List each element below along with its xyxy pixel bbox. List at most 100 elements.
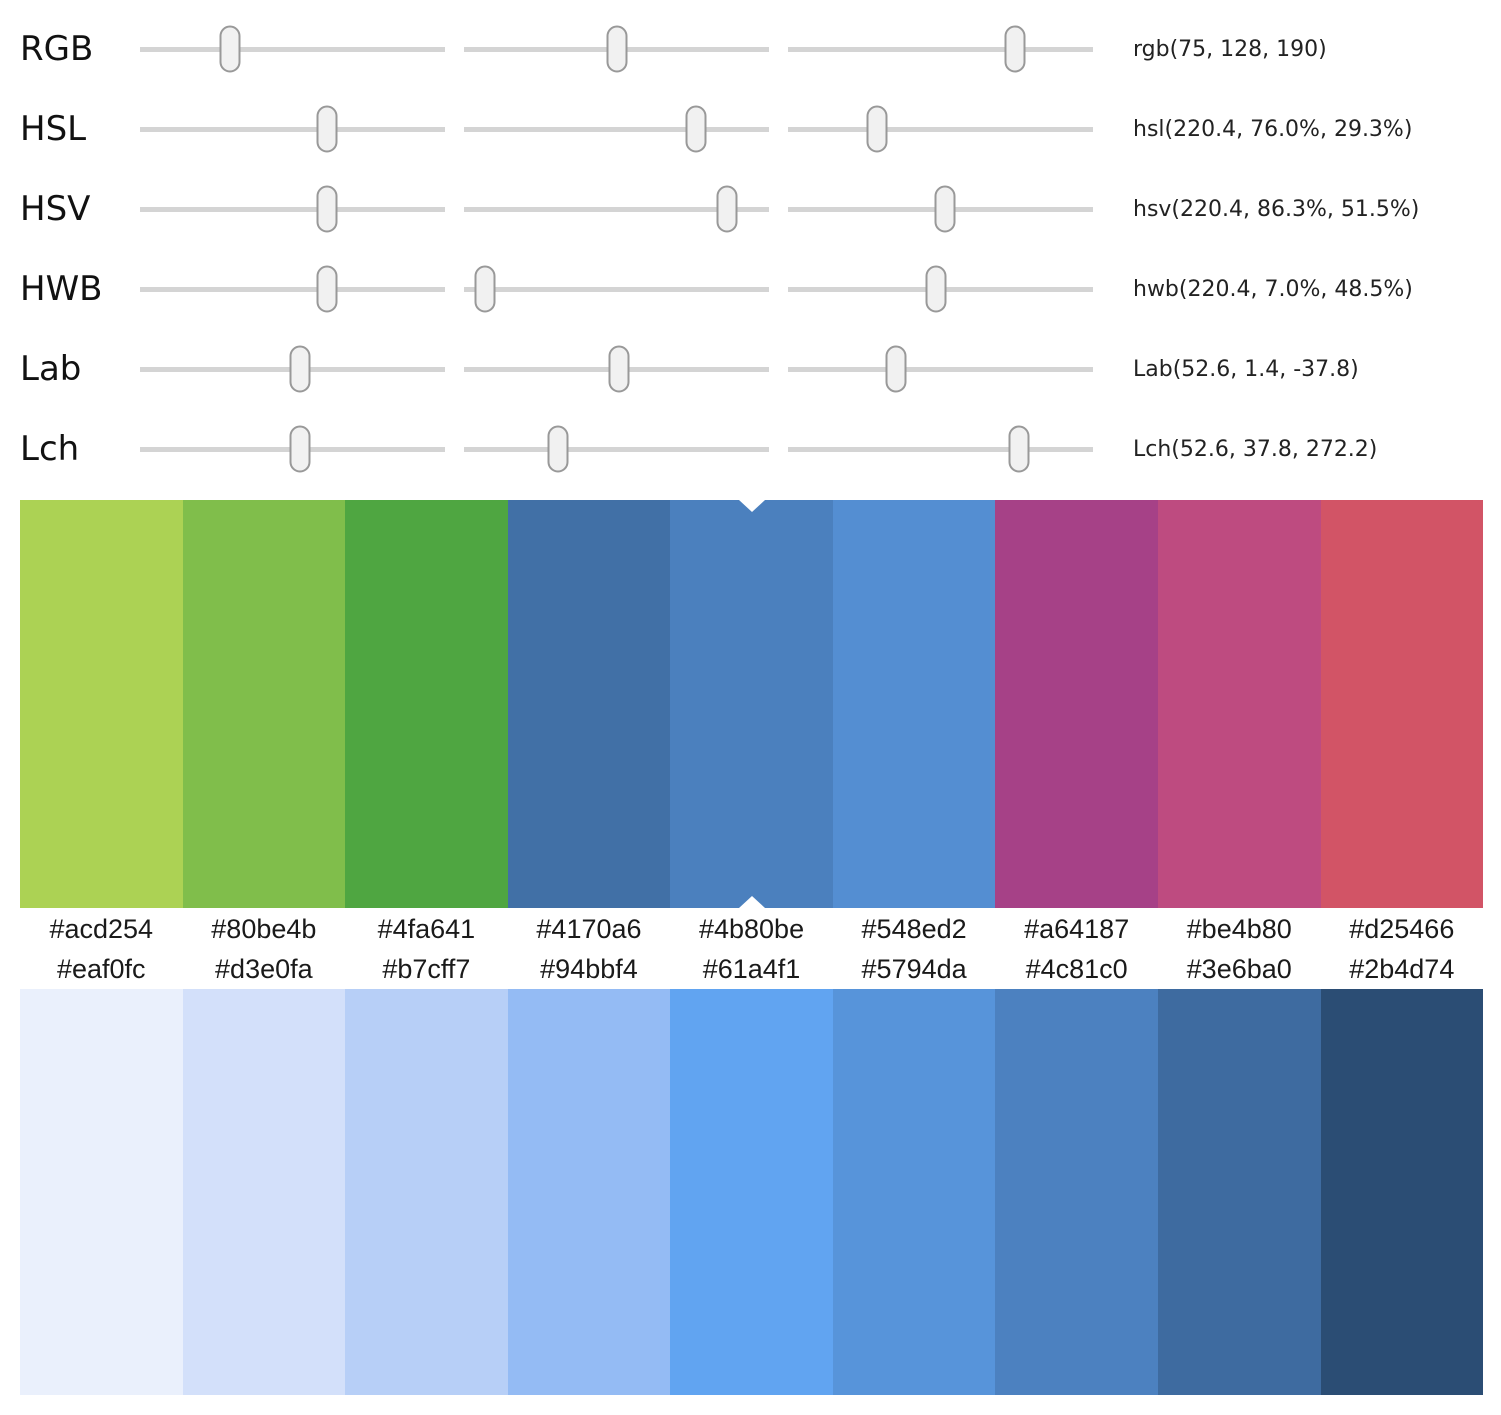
swatch-hex-label: #eaf0fc	[56, 954, 146, 984]
slider-hsl-channel-1	[140, 105, 445, 153]
slider-handle[interactable]	[219, 25, 241, 73]
slider-hsl-channel-2	[464, 105, 769, 153]
swatch-hex-label: #d25466	[1349, 913, 1455, 944]
hue-scale-palette	[20, 500, 1484, 908]
slider-lch-channel-1	[140, 425, 445, 473]
color-model-label: Lch	[20, 429, 80, 469]
slider-handle[interactable]	[606, 25, 628, 73]
color-value-readout: rgb(75, 128, 190)	[1133, 36, 1327, 62]
slider-track[interactable]	[464, 206, 769, 212]
color-model-label: HWB	[20, 269, 103, 309]
swatch-hex-label: #61a4f1	[702, 954, 801, 984]
color-value-readout: hsv(220.4, 86.3%, 51.5%)	[1133, 196, 1420, 222]
palette-swatch[interactable]	[182, 500, 346, 908]
slider-handle[interactable]	[289, 425, 311, 473]
color-model-label: HSV	[20, 189, 91, 229]
color-model-label: Lab	[20, 349, 82, 389]
swatch-hex-label: #548ed2	[861, 913, 967, 944]
slider-handle[interactable]	[1004, 25, 1026, 73]
palette-swatch[interactable]	[832, 500, 996, 908]
slider-hsl-channel-3	[788, 105, 1093, 153]
palette-swatch[interactable]	[1157, 989, 1321, 1395]
slider-hsv-channel-2	[464, 185, 769, 233]
slider-track[interactable]	[788, 366, 1093, 372]
slider-lch-channel-3	[788, 425, 1093, 473]
slider-track[interactable]	[140, 286, 445, 292]
slider-handle[interactable]	[547, 425, 569, 473]
swatch-hex-label: #4170a6	[536, 913, 642, 944]
swatch-hex-label: #b7cff7	[382, 954, 471, 984]
slider-handle[interactable]	[608, 345, 630, 393]
slider-lab-channel-3	[788, 345, 1093, 393]
color-model-label: HSL	[20, 109, 87, 149]
palette-swatch[interactable]	[182, 989, 346, 1395]
slider-track[interactable]	[140, 46, 445, 52]
slider-handle[interactable]	[1008, 425, 1030, 473]
slider-rgb-channel-1	[140, 25, 445, 73]
slider-track[interactable]	[464, 126, 769, 132]
slider-track[interactable]	[140, 206, 445, 212]
slider-lab-channel-2	[464, 345, 769, 393]
palette-swatch[interactable]	[507, 500, 671, 908]
slider-hwb-channel-2	[464, 265, 769, 313]
color-value-readout: hwb(220.4, 7.0%, 48.5%)	[1133, 276, 1413, 302]
slider-handle[interactable]	[934, 185, 956, 233]
swatch-hex-label: #3e6ba0	[1186, 954, 1292, 984]
slider-handle[interactable]	[316, 185, 338, 233]
selected-swatch-notch-bottom-icon	[738, 896, 765, 908]
color-model-label: RGB	[20, 29, 94, 69]
palette-swatch[interactable]	[670, 989, 833, 1395]
swatch-hex-label: #a64187	[1024, 913, 1130, 944]
palette-swatch[interactable]	[20, 989, 183, 1395]
palette-swatch[interactable]	[1157, 500, 1321, 908]
slider-track[interactable]	[788, 46, 1093, 52]
slider-handle[interactable]	[316, 105, 338, 153]
palette-swatch[interactable]	[20, 500, 183, 908]
slider-handle[interactable]	[885, 345, 907, 393]
swatch-hex-label: #be4b80	[1186, 913, 1292, 944]
slider-hsv-channel-3	[788, 185, 1093, 233]
swatch-hex-label: #acd254	[49, 913, 154, 944]
palette-swatch[interactable]	[832, 989, 996, 1395]
slider-rgb-channel-3	[788, 25, 1093, 73]
swatch-hex-label: #5794da	[861, 954, 967, 984]
color-value-readout: Lab(52.6, 1.4, -37.8)	[1133, 356, 1359, 382]
slider-handle[interactable]	[925, 265, 947, 313]
slider-hwb-channel-3	[788, 265, 1093, 313]
palette-swatch[interactable]	[345, 500, 508, 908]
slider-rows: RGB rgb(75, 128, 190) HSL hsl(220.4, 76.0%,…	[20, 9, 1501, 489]
selected-swatch-notch-top-icon	[738, 500, 765, 512]
palette-swatch[interactable]	[507, 989, 671, 1395]
slider-row-lch: Lch Lch(52.6, 37.8, 272.2)	[20, 409, 1501, 489]
palette-swatch[interactable]	[1320, 500, 1484, 908]
slider-row-rgb: RGB rgb(75, 128, 190)	[20, 9, 1501, 89]
slider-handle[interactable]	[685, 105, 707, 153]
slider-track[interactable]	[464, 286, 769, 292]
slider-handle[interactable]	[289, 345, 311, 393]
palette-swatch[interactable]	[670, 500, 833, 908]
slider-handle[interactable]	[316, 265, 338, 313]
lightness-scale-hex-labels: #eaf0fc #d3e0fa #b7cff7 #94bbf4 #61a4f1 #5794…	[20, 950, 1483, 989]
slider-row-hsv: HSV hsv(220.4, 86.3%, 51.5%)	[20, 169, 1501, 249]
swatch-hex-label: #94bbf4	[540, 954, 638, 984]
slider-row-lab: Lab Lab(52.6, 1.4, -37.8)	[20, 329, 1501, 409]
swatch-hex-label: #80be4b	[211, 913, 317, 944]
palette-swatch[interactable]	[1320, 989, 1484, 1395]
slider-track[interactable]	[788, 126, 1093, 132]
palette-swatch[interactable]	[995, 500, 1158, 908]
slider-track[interactable]	[140, 126, 445, 132]
palette-swatch[interactable]	[345, 989, 508, 1395]
slider-track[interactable]	[464, 446, 769, 452]
slider-hsv-channel-1	[140, 185, 445, 233]
lightness-scale-palette	[20, 989, 1484, 1395]
slider-handle[interactable]	[716, 185, 738, 233]
palette-swatch[interactable]	[995, 989, 1158, 1395]
slider-track[interactable]	[788, 446, 1093, 452]
slider-handle[interactable]	[474, 265, 496, 313]
swatch-hex-label: #d3e0fa	[215, 954, 313, 984]
slider-row-hwb: HWB hwb(220.4, 7.0%, 48.5%)	[20, 249, 1501, 329]
swatch-hex-label: #4fa641	[377, 913, 476, 944]
slider-handle[interactable]	[866, 105, 888, 153]
color-sliders-panel: RGB rgb(75, 128, 190) HSL hsl(220.4, 76.0%,…	[0, 0, 1501, 489]
color-value-readout: Lch(52.6, 37.8, 272.2)	[1133, 436, 1378, 462]
